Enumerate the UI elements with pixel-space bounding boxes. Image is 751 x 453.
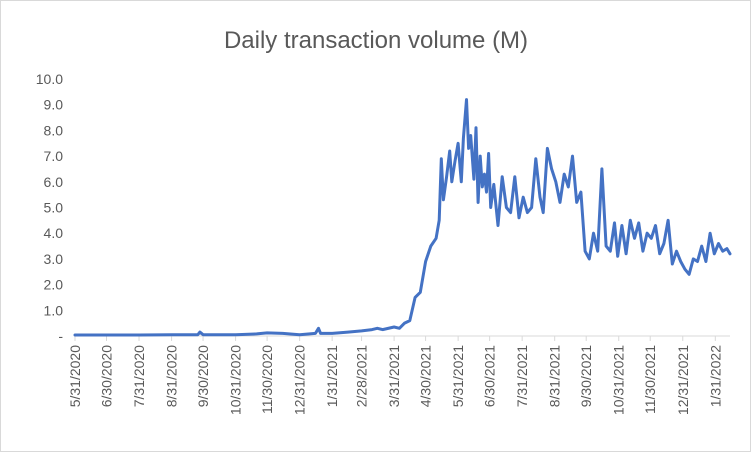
x-tick-label: 11/30/2020 <box>259 345 275 414</box>
y-tick-label: 2.0 <box>44 277 64 293</box>
plot-area <box>73 98 732 337</box>
series-line <box>73 98 732 337</box>
x-tick-label: 1/31/2022 <box>707 345 723 407</box>
x-tick-label: 11/30/2021 <box>642 345 658 414</box>
x-axis: 5/31/2020 6/30/2020 7/31/2020 8/31/2020 9/30… <box>67 335 730 415</box>
y-axis: - 1.0 2.0 3.0 4.0 5.0 6.0 7.0 8.0 9.0 10.0 <box>36 71 64 344</box>
y-tick-label: 6.0 <box>44 174 64 190</box>
x-tick-label: 6/30/2020 <box>98 345 114 407</box>
y-tick-label: 5.0 <box>44 200 64 216</box>
x-tick-label: 7/31/2021 <box>514 345 530 407</box>
x-tick-label: 3/31/2021 <box>386 345 402 407</box>
x-tick-label: 1/31/2021 <box>324 345 340 407</box>
x-tick-label: 2/28/2021 <box>354 345 370 407</box>
x-tick-label: 10/31/2021 <box>611 345 627 415</box>
x-tick-label: 8/31/2020 <box>164 345 180 407</box>
x-tick-label: 8/31/2021 <box>547 345 563 407</box>
x-tick-label: 6/30/2021 <box>482 345 498 407</box>
x-tick-label: 10/31/2020 <box>228 345 244 415</box>
y-tick-label: 1.0 <box>44 302 64 318</box>
y-tick-label: 3.0 <box>44 251 64 267</box>
x-tick-label: 9/30/2020 <box>195 345 211 407</box>
y-tick-label: - <box>58 328 63 344</box>
y-tick-label: 8.0 <box>44 122 64 138</box>
x-tick-label: 4/30/2021 <box>418 345 434 407</box>
y-tick-label: 9.0 <box>44 97 64 113</box>
chart-title: Daily transaction volume (M) <box>224 27 528 54</box>
x-tick-label: 12/31/2021 <box>675 345 691 415</box>
y-tick-label: 7.0 <box>44 148 64 164</box>
x-tick-label: 5/31/2020 <box>67 345 83 407</box>
x-tick-label: 5/31/2021 <box>450 345 466 407</box>
x-tick-label: 7/31/2020 <box>131 345 147 407</box>
x-tick-label: 9/30/2021 <box>578 345 594 407</box>
y-tick-label: 10.0 <box>36 71 63 87</box>
y-tick-label: 4.0 <box>44 225 64 241</box>
x-tick-label: 12/31/2020 <box>292 345 308 415</box>
